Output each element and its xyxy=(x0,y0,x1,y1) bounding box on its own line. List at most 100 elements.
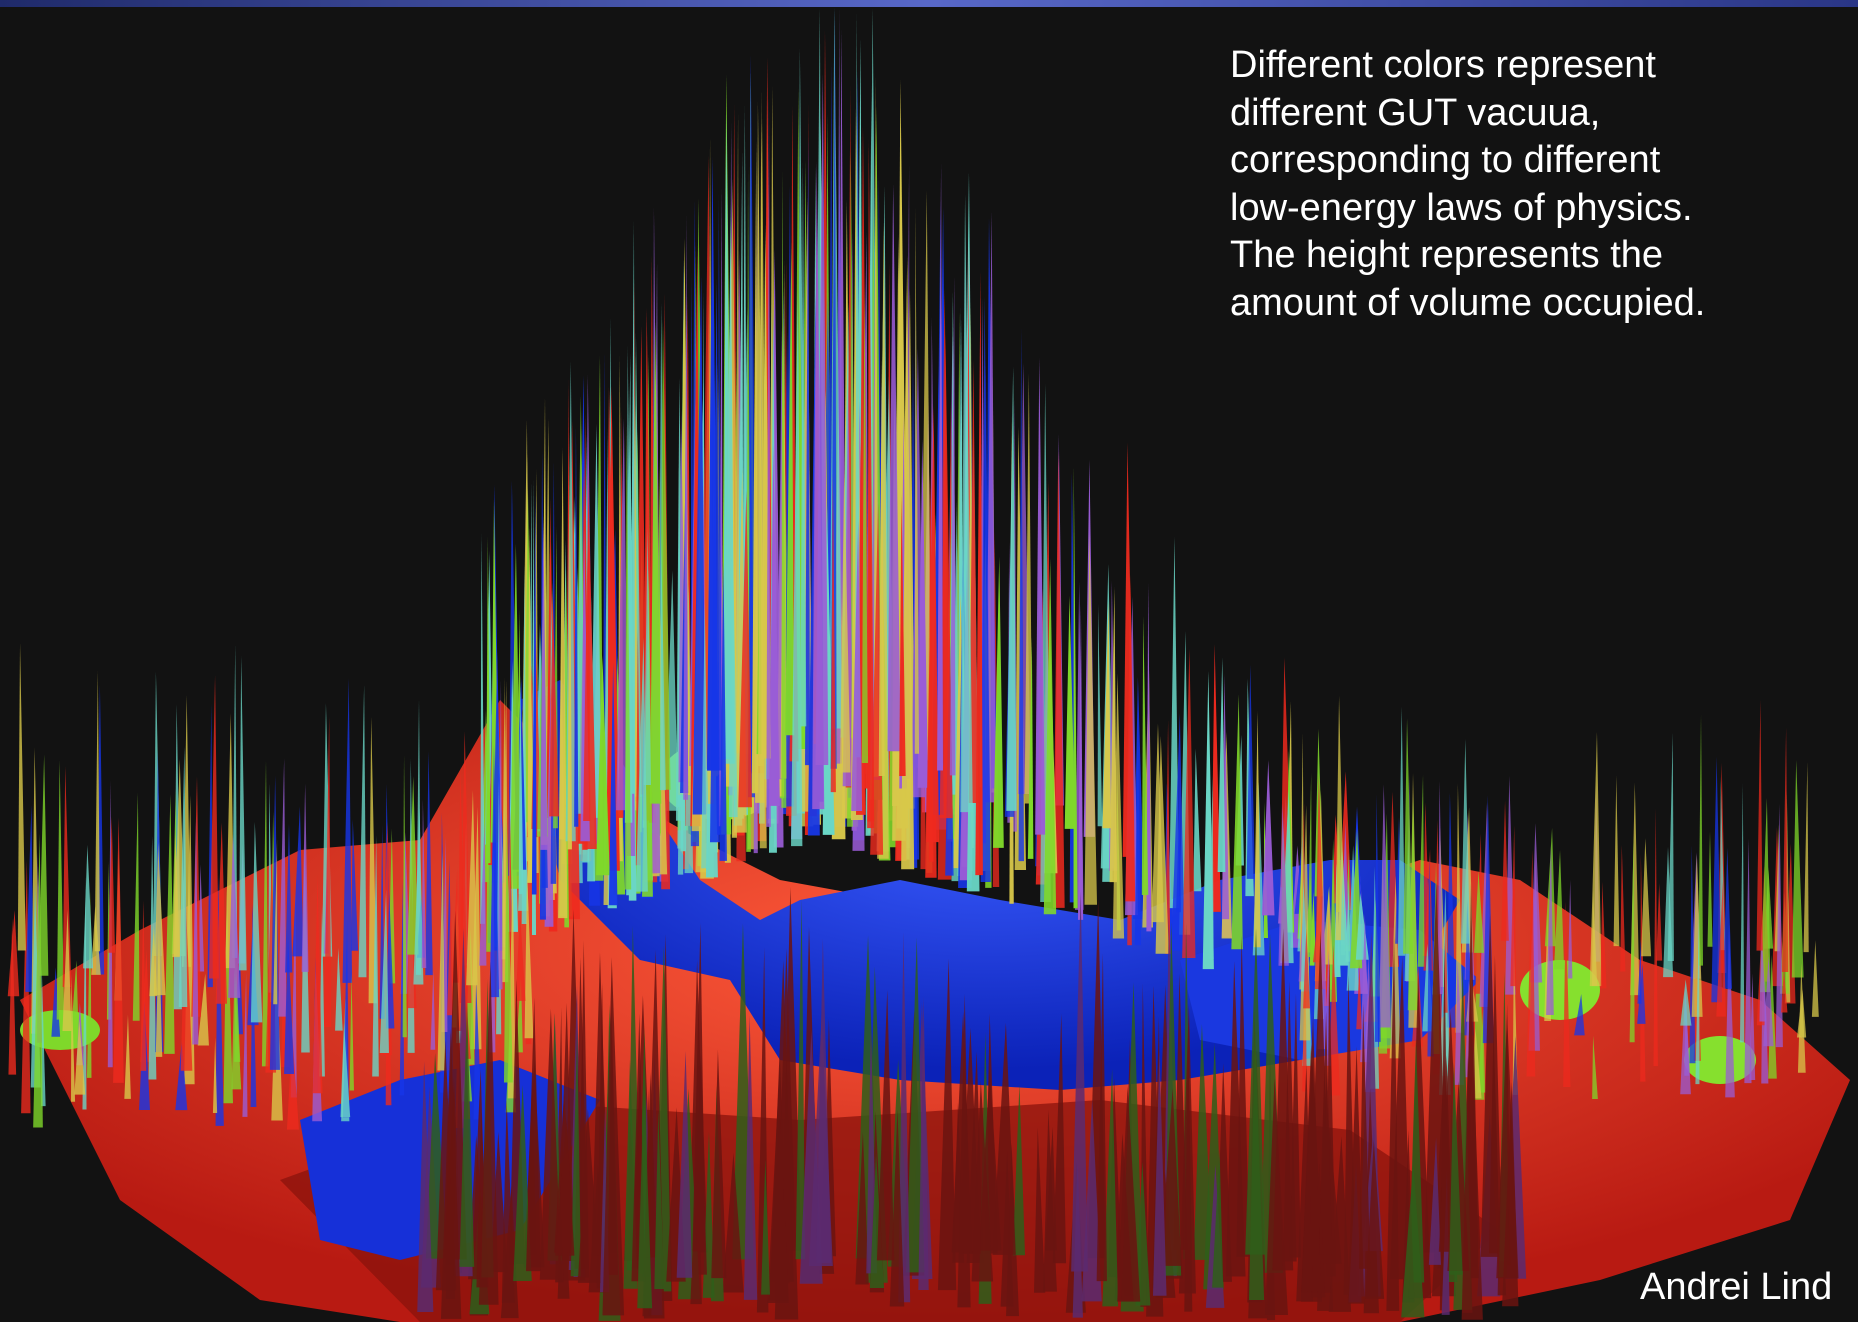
landscape-spike xyxy=(854,12,861,758)
landscape-spike xyxy=(555,1119,575,1256)
landscape-spike xyxy=(918,996,929,1290)
landscape-spike xyxy=(1012,1084,1026,1256)
landscape-spike xyxy=(992,1022,1016,1255)
credit-text: Andrei Lind xyxy=(1640,1266,1833,1308)
landscape-spike xyxy=(1155,735,1169,954)
landscape-spike xyxy=(440,1028,462,1319)
landscape-spike xyxy=(692,922,706,1252)
landscape-spike xyxy=(518,674,524,895)
landscape-spike xyxy=(1791,759,1804,978)
landscape-spike xyxy=(624,424,632,890)
landscape-spike xyxy=(1629,835,1635,1043)
landscape-spike xyxy=(242,972,248,1117)
landscape-spike xyxy=(692,275,706,815)
landscape-spike xyxy=(155,927,163,1057)
landscape-spike xyxy=(1378,784,1391,1028)
landscape-spike xyxy=(939,334,953,819)
landscape-spike xyxy=(413,808,424,985)
landscape-spike xyxy=(1637,939,1642,1004)
landscape-spike xyxy=(1328,944,1341,1096)
landscape-spike xyxy=(602,957,625,1316)
landscape-spike xyxy=(238,655,247,971)
landscape-spike xyxy=(478,961,499,1305)
landscape-spike xyxy=(839,469,851,773)
landscape-spike xyxy=(501,1099,515,1303)
landscape-spike xyxy=(781,169,787,808)
landscape-spike xyxy=(25,805,34,992)
landscape-spike xyxy=(1407,797,1419,1011)
landscape-spike xyxy=(1749,973,1756,1081)
landscape-spike xyxy=(1074,581,1084,910)
landscape-spike xyxy=(769,443,780,806)
landscape-spike xyxy=(971,1080,994,1282)
landscape-spike xyxy=(805,135,811,766)
landscape-spike xyxy=(480,533,486,924)
landscape-spike xyxy=(734,112,740,754)
landscape-spike xyxy=(479,821,487,966)
landscape-spike xyxy=(285,823,293,973)
landscape-spike xyxy=(1563,901,1571,1087)
landscape-spike xyxy=(1553,849,1565,970)
landscape-spike xyxy=(1097,604,1103,827)
landscape-spike xyxy=(417,1061,434,1313)
landscape-spike xyxy=(198,864,205,972)
landscape-spike xyxy=(649,321,662,804)
landscape-spike xyxy=(975,270,983,876)
landscape-spike xyxy=(1208,775,1214,960)
landscape-spike xyxy=(887,183,901,752)
landscape-spike xyxy=(1417,774,1425,967)
landscape-spike xyxy=(1084,532,1098,905)
landscape-spike xyxy=(911,348,925,798)
landscape-spike xyxy=(1620,844,1626,972)
landscape-spike xyxy=(175,1041,188,1111)
landscape-spike xyxy=(74,1019,86,1095)
landscape-spike xyxy=(250,821,263,1023)
landscape-spike xyxy=(539,1008,562,1280)
landscape-spike xyxy=(1437,781,1444,995)
landscape-spike xyxy=(1756,699,1763,951)
landscape-spike xyxy=(577,1108,601,1283)
landscape-spike xyxy=(1782,727,1789,973)
caption-text: Different colors represent different GUT… xyxy=(1230,44,1706,324)
landscape-spike xyxy=(1641,838,1652,957)
landscape-spike xyxy=(1160,1088,1182,1266)
landscape-spike xyxy=(878,359,885,777)
landscape-spike xyxy=(1043,558,1057,915)
landscape-spike xyxy=(1446,792,1456,1028)
landscape-spike xyxy=(1135,1161,1151,1306)
landscape-spike xyxy=(1546,844,1554,1016)
landscape-spike xyxy=(164,794,175,1054)
landscape-spike xyxy=(1034,1127,1046,1293)
landscape-spike xyxy=(758,88,764,767)
landscape-spike xyxy=(1775,803,1783,1048)
landscape-spike xyxy=(629,221,636,794)
landscape-spike xyxy=(324,716,332,1027)
landscape-spike xyxy=(774,948,799,1320)
landscape-spike xyxy=(743,1015,758,1300)
landscape-spike xyxy=(524,871,534,1039)
landscape-spike xyxy=(1695,906,1700,1085)
landscape-spike xyxy=(1680,979,1692,1026)
landscape-spike xyxy=(723,111,733,759)
landscape-spike xyxy=(1035,357,1046,835)
landscape-spike xyxy=(707,157,719,771)
landscape-spike xyxy=(421,798,427,968)
landscape-spike xyxy=(531,492,537,895)
landscape-spike xyxy=(637,1082,653,1309)
landscape-spike xyxy=(791,289,803,847)
landscape-spike xyxy=(192,814,199,1045)
landscape-spike xyxy=(905,937,925,1273)
landscape-spike xyxy=(140,900,147,1071)
landscape-spike xyxy=(1470,1092,1479,1279)
landscape-spike xyxy=(937,958,957,1291)
landscape-spike xyxy=(659,532,666,791)
landscape-spike xyxy=(1455,783,1463,1033)
landscape-spike xyxy=(1568,879,1573,979)
landscape-spike xyxy=(570,1030,582,1277)
landscape-spike xyxy=(197,973,209,1046)
landscape-spike xyxy=(1146,583,1152,932)
landscape-spike xyxy=(1152,1049,1167,1296)
landscape-spike xyxy=(108,816,116,953)
landscape-spike xyxy=(1403,718,1414,954)
